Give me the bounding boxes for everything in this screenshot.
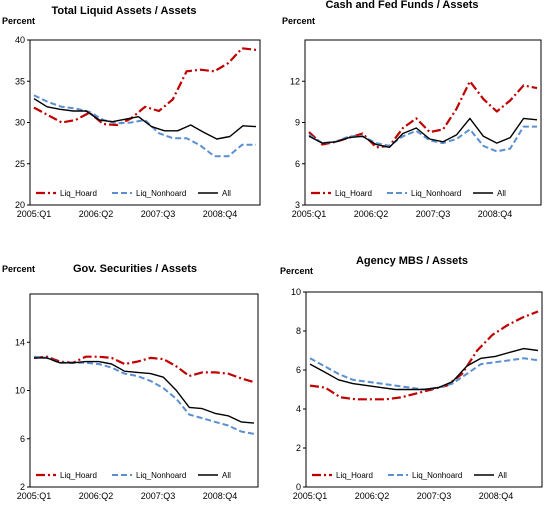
series-line-all [308,117,538,149]
y-tick-label: 35 [15,76,25,86]
plot-frame [29,293,259,488]
y-tick-label: 6 [295,159,300,169]
x-tick-label: 2006:Q2 [79,491,114,501]
x-tick-label: 2007:Q3 [141,491,176,501]
series-line-liq-nonhoard [308,125,537,153]
x-tick-label: 2005:Q1 [17,491,52,501]
y-tick-label: 25 [15,159,25,169]
y-unit-label: Percent [2,16,35,26]
legend-label: Liq_Nonhoard [136,189,186,198]
x-tick-label: 2008:Q4 [203,209,238,219]
chart-title: Agency MBS / Assets [356,255,468,267]
series-line-all [34,357,255,424]
series-line-liq-nonhoard [33,94,256,158]
plot-frame [305,291,543,488]
y-tick-label: 30 [15,118,25,128]
legend-label: Liq_Hoard [60,189,97,198]
chart-panel-4: Agency MBS / Assets Percent 0 2 4 6 8 10 2005:Q1… [280,255,543,501]
x-tick-label: 2007:Q3 [416,209,451,219]
chart-panel-1: Total Liquid Assets / Assets Percent 20 25 3… [2,5,261,219]
plot-frame [304,39,542,206]
y-tick-label: 12 [290,76,300,86]
x-tick-label: 2008:Q4 [479,491,514,501]
y-tick-label: 3 [295,200,300,210]
series-line-all [33,98,257,140]
chart-title: Cash and Fed Funds / Assets [325,0,478,11]
y-tick-label: 14 [15,337,25,347]
legend-label: Liq_Hoard [336,471,373,480]
y-unit-label: Percent [282,16,315,26]
y-unit-label: Percent [2,264,35,274]
y-tick-label: 10 [15,386,25,396]
y-tick-label: 8 [296,326,301,336]
x-tick-label: 2006:Q2 [355,491,390,501]
series-line-all [309,347,539,391]
series-line-liq-hoard [309,310,539,401]
chart-title: Total Liquid Assets / Assets [51,5,196,17]
x-tick-label: 2005:Q1 [17,209,52,219]
legend-label: All [222,471,231,480]
series-line-liq-nonhoard [33,355,255,435]
y-tick-label: 6 [296,365,301,375]
y-tick-label: 2 [20,482,25,492]
chart-panel-2: Cash and Fed Funds / Assets Percent 3 6 9 12 2… [282,0,542,219]
legend-label: All [498,471,507,480]
y-tick-label: 6 [20,434,25,444]
series-line-liq-hoard [33,47,257,127]
x-tick-label: 2006:Q2 [354,209,389,219]
legend-label: Liq_Nonhoard [411,189,461,198]
legend-label: Liq_Nonhoard [412,471,462,480]
y-tick-label: 4 [296,404,301,414]
chart-panel-3: Gov. Securities / Assets Percent 2 6 10 14 200… [2,263,259,501]
x-tick-label: 2008:Q4 [203,491,238,501]
x-tick-label: 2008:Q4 [478,209,513,219]
y-tick-label: 9 [295,118,300,128]
x-tick-label: 2007:Q3 [141,209,176,219]
chart-title: Gov. Securities / Assets [73,263,197,275]
x-tick-label: 2005:Q1 [293,491,328,501]
legend-label: Liq_Hoard [60,471,97,480]
series-line-liq-nonhoard [309,357,539,391]
y-unit-label: Percent [280,266,313,276]
series-line-liq-hoard [308,80,538,149]
legend-label: All [497,189,506,198]
x-tick-label: 2006:Q2 [79,209,114,219]
y-tick-label: 2 [296,443,301,453]
x-tick-label: 2005:Q1 [292,209,327,219]
y-tick-label: 20 [15,200,25,210]
y-tick-label: 10 [291,287,301,297]
legend-label: Liq_Nonhoard [136,471,186,480]
y-tick-label: 40 [15,35,25,45]
x-tick-label: 2007:Q3 [417,491,452,501]
y-tick-label: 0 [296,482,301,492]
legend-label: All [222,189,231,198]
legend-label: Liq_Hoard [335,189,372,198]
